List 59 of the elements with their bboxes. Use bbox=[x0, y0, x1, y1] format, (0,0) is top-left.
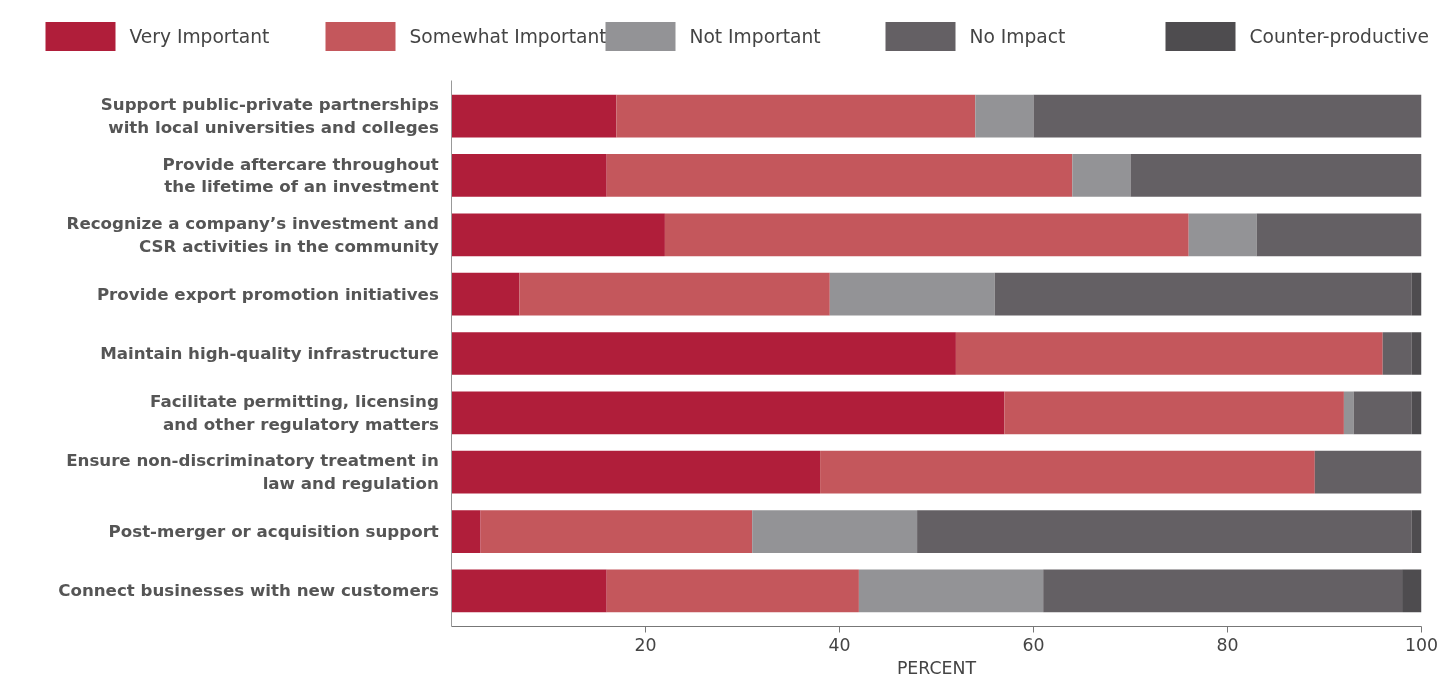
bar bbox=[1411, 332, 1422, 375]
bar bbox=[1411, 391, 1422, 435]
x-axis-title: PERCENT bbox=[896, 657, 977, 678]
bar bbox=[1004, 391, 1344, 435]
bar bbox=[1256, 213, 1422, 257]
bar bbox=[451, 154, 607, 197]
y-tick-label: Maintain high-quality infrastructure bbox=[100, 344, 439, 363]
bar bbox=[1033, 94, 1422, 138]
bar bbox=[606, 154, 1073, 197]
legend-label: Counter-productive bbox=[1249, 26, 1430, 47]
x-tick-label: 80 bbox=[1216, 634, 1239, 655]
bar bbox=[975, 94, 1034, 138]
bar bbox=[1411, 272, 1422, 316]
bar bbox=[451, 391, 1005, 435]
bar bbox=[1353, 391, 1412, 435]
bar bbox=[451, 94, 617, 138]
x-tick-label: 40 bbox=[828, 634, 851, 655]
bar bbox=[820, 450, 1315, 494]
bar bbox=[752, 510, 918, 553]
y-tick-label: Provide aftercare throughout the lifetime of an investment bbox=[162, 154, 439, 197]
bar bbox=[1402, 569, 1422, 613]
bar bbox=[858, 569, 1044, 613]
bar bbox=[829, 272, 995, 316]
y-tick-label: Connect businesses with new customers bbox=[58, 581, 439, 601]
bar bbox=[606, 569, 859, 613]
bar bbox=[955, 332, 1383, 375]
bar bbox=[994, 272, 1412, 316]
x-tick-label: 20 bbox=[634, 634, 657, 655]
bar bbox=[1043, 569, 1403, 613]
bar bbox=[451, 272, 520, 316]
bar bbox=[480, 510, 753, 553]
x-tick-label: 100 bbox=[1404, 634, 1439, 655]
y-tick-label: Provide export promotion initiatives bbox=[96, 284, 439, 304]
bar bbox=[451, 510, 481, 553]
bar bbox=[1411, 510, 1422, 553]
legend-label: Not Important bbox=[689, 26, 821, 47]
y-tick-label: Facilitate permitting, licensing and other regulatory matters bbox=[150, 391, 439, 434]
bar bbox=[451, 213, 665, 257]
bar bbox=[451, 332, 956, 375]
x-tick-label: 60 bbox=[1022, 634, 1045, 655]
bar bbox=[519, 272, 830, 316]
bar bbox=[1130, 154, 1422, 197]
bar bbox=[451, 569, 607, 613]
bar bbox=[1343, 391, 1354, 435]
y-tick-label: Ensure non-discriminatory treatment in law and regulation bbox=[66, 451, 439, 494]
bar bbox=[664, 213, 1189, 257]
bar bbox=[1314, 450, 1422, 494]
legend-label: No Impact bbox=[969, 26, 1066, 47]
bar bbox=[917, 510, 1412, 553]
bar bbox=[1382, 332, 1412, 375]
bar bbox=[1188, 213, 1257, 257]
bar bbox=[451, 450, 821, 494]
legend-label: Somewhat Important bbox=[409, 26, 607, 47]
bar bbox=[1072, 154, 1131, 197]
y-tick-label: Support public-private partnerships with local universities and colleges bbox=[100, 95, 439, 138]
y-tick-label: Post-merger or acquisition support bbox=[108, 522, 439, 542]
y-tick-label: Recognize a company’s investment and CSR activities in the community bbox=[66, 213, 439, 256]
bar bbox=[616, 94, 976, 138]
legend-label: Very Important bbox=[129, 26, 270, 47]
